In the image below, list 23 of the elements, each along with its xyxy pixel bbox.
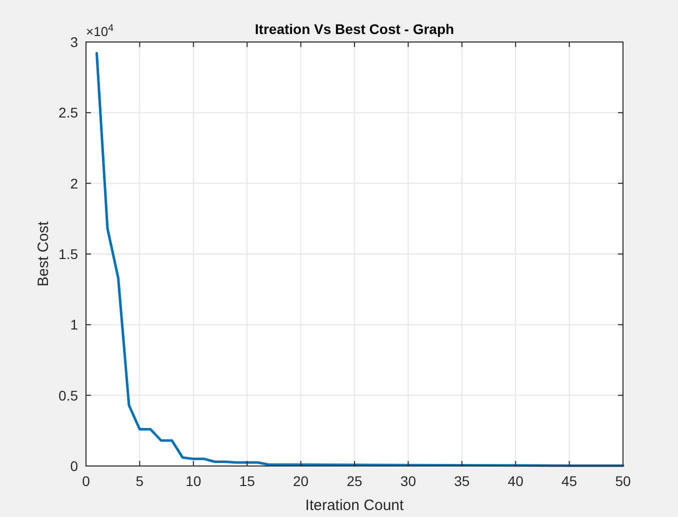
x-tick-label: 50 (615, 473, 631, 489)
x-axis-title: Iteration Count (305, 497, 405, 514)
x-tick-label: 20 (293, 473, 309, 489)
x-tick-label: 30 (400, 473, 416, 489)
x-tick-label: 45 (562, 473, 578, 489)
chart-title: Itreation Vs Best Cost - Graph (254, 21, 454, 37)
x-tick-label: 10 (186, 473, 202, 489)
y-axis-title: Best Cost (35, 220, 52, 287)
y-tick-label: 0 (70, 458, 78, 474)
y-tick-label: 3 (70, 34, 78, 50)
x-tick-label: 5 (136, 473, 144, 489)
x-tick-label: 15 (239, 473, 256, 489)
y-tick-label: 1 (70, 316, 78, 333)
y-tick-label: 1.5 (58, 246, 78, 262)
x-tick-label: 35 (454, 473, 470, 489)
y-tick-label: 2.5 (58, 104, 78, 121)
x-tick-label: 25 (346, 473, 362, 489)
text: ×10$^{4}$ (86, 22, 114, 39)
x-tick-label: 0 (82, 473, 90, 489)
x-tick-label: 40 (508, 473, 524, 489)
y-tick-label: 2 (70, 175, 78, 192)
line-series (95, 52, 624, 467)
y-tick-label: 0.5 (58, 387, 78, 404)
